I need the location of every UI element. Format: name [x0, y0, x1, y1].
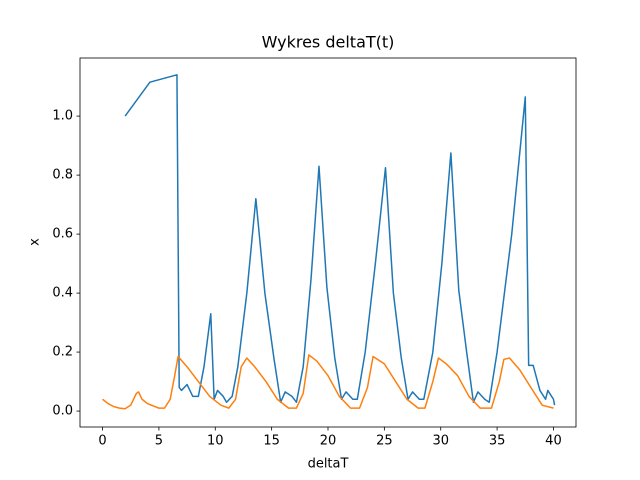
- y-tick-label: 0.2: [52, 345, 73, 360]
- x-tick-label: 5: [155, 434, 163, 449]
- y-axis-label: x: [28, 238, 43, 246]
- x-tick-label: 10: [207, 434, 224, 449]
- x-tick-label: 20: [320, 434, 337, 449]
- y-tick-label: 0.8: [52, 168, 73, 183]
- y-tick-label: 1.0: [52, 109, 73, 124]
- x-tick-label: 30: [432, 434, 449, 449]
- chart-title: Wykres deltaT(t): [262, 33, 395, 52]
- x-tick-label: 35: [489, 434, 506, 449]
- x-tick-label: 25: [376, 434, 393, 449]
- y-tick-label: 0.4: [52, 286, 73, 301]
- x-tick-label: 40: [545, 434, 562, 449]
- line-series: [102, 354, 554, 410]
- plot-frame: [79, 57, 577, 428]
- y-tick-label: 0.6: [52, 227, 73, 242]
- x-axis-label: deltaT: [308, 457, 349, 472]
- y-tick-label: 0.0: [52, 404, 73, 419]
- x-tick-label: 0: [98, 434, 106, 449]
- x-tick-label: 15: [263, 434, 280, 449]
